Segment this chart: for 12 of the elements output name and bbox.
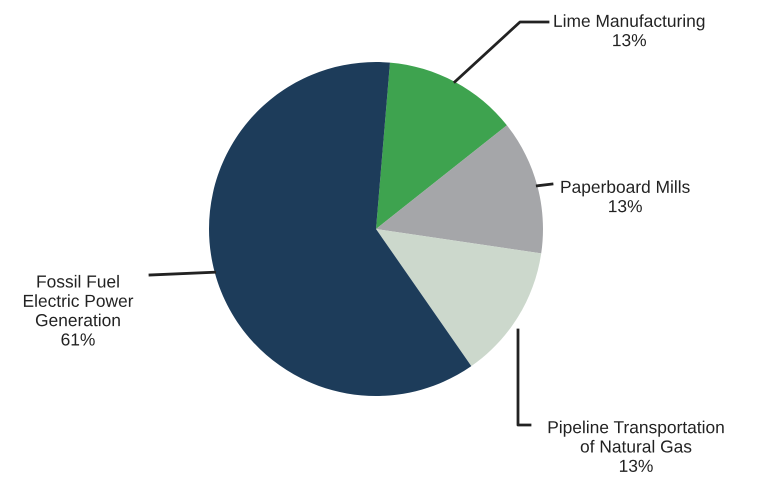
pie-slice [209, 62, 472, 396]
slice-label: Fossil Fuel Electric Power Generation [24, 274, 134, 326]
slice-label: Lime Manufacturing [554, 14, 704, 30]
data-label: 61% [62, 333, 95, 346]
slice-label: Pipeline Transportation of Natural Gas [548, 420, 724, 453]
data-label: 13% [609, 200, 642, 212]
pie-slice [376, 229, 542, 366]
slice-label: Paperboard Mills [561, 180, 690, 196]
pie-slice [376, 62, 507, 229]
data-label: 13% [620, 460, 653, 472]
data-label: 13% [613, 34, 646, 46]
pie-slice [376, 125, 543, 254]
